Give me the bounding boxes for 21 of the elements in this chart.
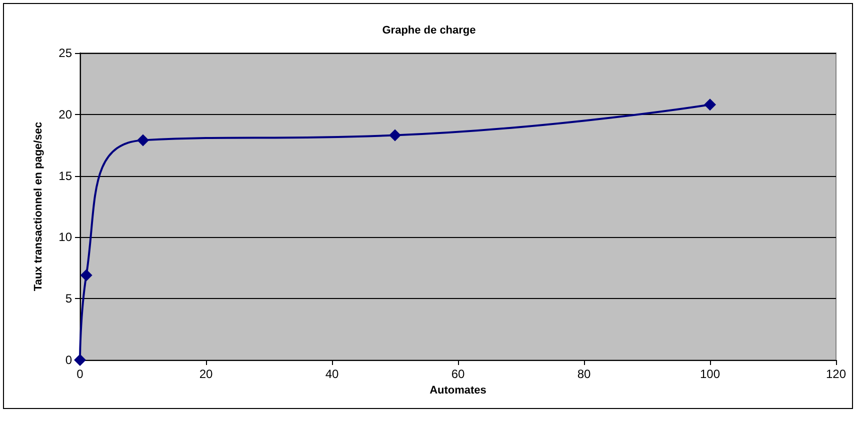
y-tick-label: 25 <box>58 46 72 60</box>
point <box>704 98 716 111</box>
point <box>74 354 86 366</box>
x-tick-label: 120 <box>826 367 846 381</box>
x-tick-label: 100 <box>700 367 720 381</box>
x-tick-label: 80 <box>577 367 591 381</box>
y-tick-label: 0 <box>65 353 72 367</box>
chart-title: Graphe de charge <box>382 24 476 36</box>
y-tick-label: 10 <box>58 230 72 244</box>
y-tick-label: 15 <box>58 168 72 183</box>
x-tick-label: 60 <box>451 367 465 381</box>
point <box>80 269 92 282</box>
point <box>137 134 149 146</box>
x-tick-label: 20 <box>199 367 213 381</box>
y-tick-label: 20 <box>58 107 72 122</box>
y-axis-title: Taux transactionnel en page/sec <box>32 122 44 292</box>
x-axis-title: Automates <box>430 384 486 396</box>
y-tick-label: 5 <box>65 292 72 306</box>
point <box>389 129 401 142</box>
x-tick-label: 40 <box>325 367 339 381</box>
x-tick-label: 0 <box>76 367 84 381</box>
